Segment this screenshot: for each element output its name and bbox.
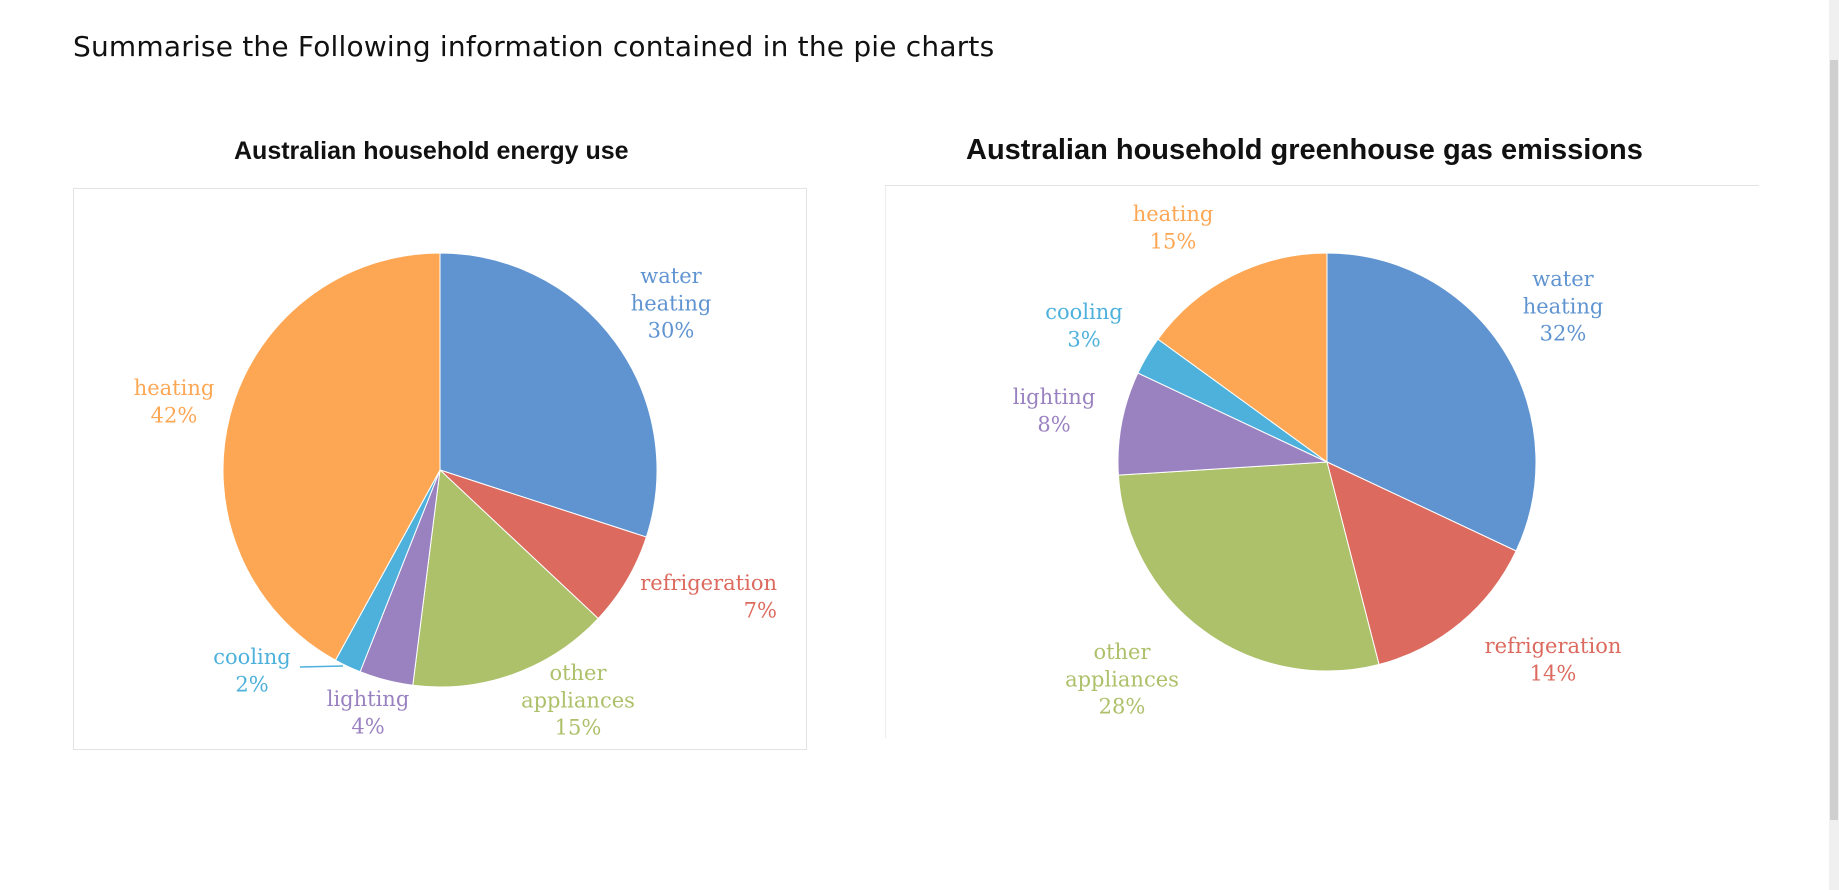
- vertical-scrollbar[interactable]: [1829, 0, 1839, 890]
- pie1-label-line-cooling: cooling: [213, 645, 290, 669]
- scrollbar-thumb[interactable]: [1830, 60, 1838, 820]
- pie1-label-heating: heating 42%: [134, 376, 215, 427]
- pie1-pct-water-heating: 30%: [648, 319, 695, 343]
- pie1-label-refrigeration: refrigeration 7%: [640, 571, 777, 622]
- pie2-pct-heating: 15%: [1150, 229, 1197, 253]
- pie2-label-water-heating: water heating 32%: [1523, 267, 1604, 346]
- pie2-label-line-heating: heating: [1133, 202, 1214, 226]
- pie1-label-water-heating: water heating 30%: [631, 264, 712, 343]
- pie1-label-line-other-appliances: other: [549, 661, 607, 685]
- instruction-text: Summarise the Following information cont…: [73, 30, 995, 63]
- pie1-label-lighting: lighting 4%: [327, 687, 410, 738]
- chart-title-emissions: Australian household greenhouse gas emis…: [966, 134, 1643, 166]
- pie1-label-line-refrigeration: refrigeration: [640, 571, 777, 595]
- pie1-slice-water-heating: [439, 252, 658, 538]
- pie1-slice-other-appliances: [412, 468, 599, 688]
- pie1-pct-heating: 42%: [151, 403, 198, 427]
- pie2-slice-water-heating: [1326, 252, 1537, 552]
- pie2-label-lighting: lighting 8%: [1013, 385, 1096, 436]
- pie1-pct-cooling: 2%: [235, 672, 268, 696]
- pie2-label-other-appliances: other appliances 28%: [1065, 640, 1179, 719]
- pie1-label-line-lighting: lighting: [327, 687, 410, 711]
- pie2-label-line-water-heating: heating: [1523, 294, 1604, 318]
- pie2-label-line-cooling: cooling: [1045, 300, 1122, 324]
- pie2-label-line-other-appliances: other: [1093, 640, 1151, 664]
- pie1-pct-refrigeration: 7%: [744, 598, 777, 622]
- pie2-pct-water-heating: 32%: [1540, 322, 1587, 346]
- pie1-label-line-water-heating: heating: [631, 291, 712, 315]
- pie2-label-line-lighting: lighting: [1013, 385, 1096, 409]
- pie2-label-heating: heating 15%: [1133, 202, 1214, 253]
- pie1-leader-line-cooling: [299, 665, 344, 668]
- pie2-slice-heating: [1157, 252, 1328, 463]
- pie1-label-other-appliances: other appliances 15%: [521, 661, 635, 740]
- pie2-slice-lighting: [1117, 372, 1328, 476]
- pie2-pct-refrigeration: 14%: [1530, 661, 1577, 685]
- chart-title-energy-use: Australian household energy use: [234, 137, 629, 165]
- pie1-pct-lighting: 4%: [351, 714, 384, 738]
- pie1-pct-other-appliances: 15%: [555, 716, 602, 740]
- pie2-pct-other-appliances: 28%: [1099, 695, 1146, 719]
- pie1-label-line-water-heating: water: [640, 264, 702, 288]
- pie2-pct-lighting: 8%: [1037, 412, 1070, 436]
- pie1-label-cooling: cooling 2%: [213, 645, 290, 696]
- pie2-label-line-water-heating: water: [1532, 267, 1594, 291]
- pie2-label-line-refrigeration: refrigeration: [1485, 634, 1622, 658]
- pie2-label-cooling: cooling 3%: [1045, 300, 1122, 351]
- pie2-label-refrigeration: refrigeration 14%: [1485, 634, 1622, 685]
- pie2-slice-refrigeration: [1326, 461, 1517, 666]
- pie2-pct-cooling: 3%: [1067, 327, 1100, 351]
- pie2-slice-other-appliances: [1117, 461, 1380, 672]
- pie1-label-line-other-appliances: appliances: [521, 688, 635, 712]
- pie2-label-line-other-appliances: appliances: [1065, 667, 1179, 691]
- pie1-label-line-heating: heating: [134, 376, 215, 400]
- pie1-slice-heating: [222, 252, 441, 661]
